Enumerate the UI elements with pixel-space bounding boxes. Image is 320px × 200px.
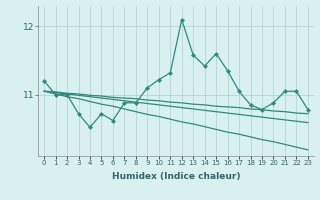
X-axis label: Humidex (Indice chaleur): Humidex (Indice chaleur) [112, 172, 240, 181]
